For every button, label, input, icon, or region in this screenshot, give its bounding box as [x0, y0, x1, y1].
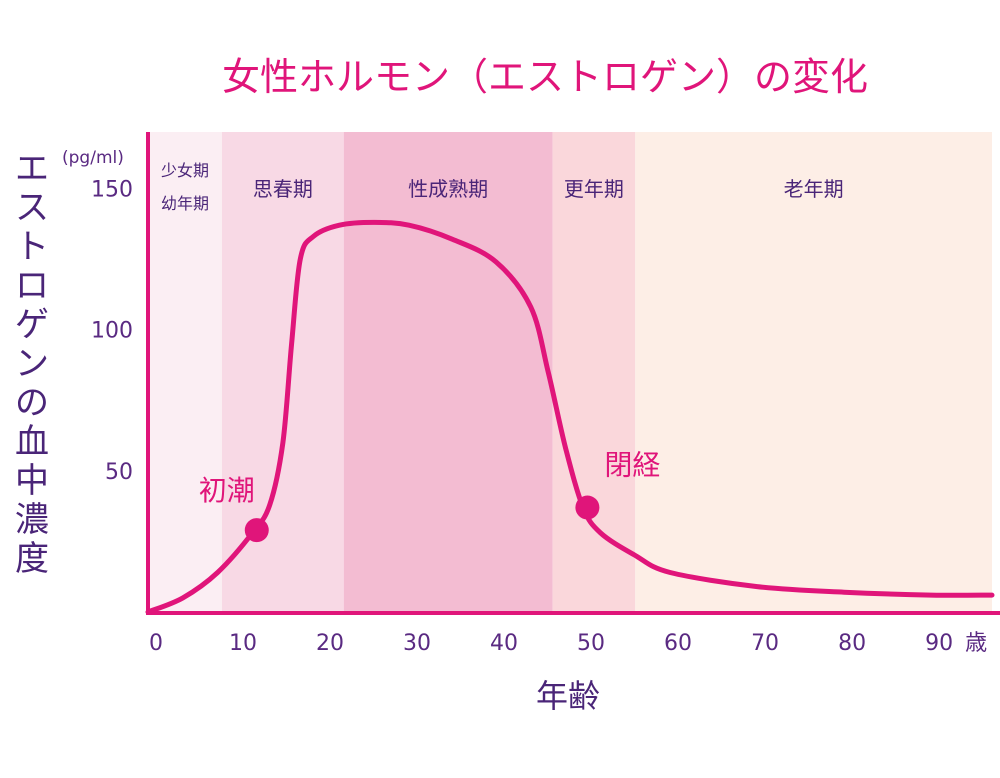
event-label-1: 閉経: [604, 449, 660, 482]
phase-label-0-0: 少女期: [161, 161, 209, 180]
x-tick-label-0: 0: [149, 631, 163, 656]
phase-label-1: 思春期: [253, 177, 313, 201]
phase-label-4: 老年期: [784, 177, 844, 201]
x-axis-unit: 歳: [965, 631, 987, 656]
x-tick-label-9: 90: [925, 631, 953, 656]
phase-label-2: 性成熟期: [408, 177, 488, 201]
x-tick-label-8: 80: [838, 631, 866, 656]
y-tick-label-0: 50: [105, 460, 133, 485]
series-layer: [145, 219, 995, 615]
series-line-0: [145, 219, 995, 615]
x-tick-label-7: 70: [751, 631, 779, 656]
y-tick-label-2: 150: [91, 177, 133, 202]
x-tick-label-6: 60: [664, 631, 692, 656]
chart-title: 女性ホルモン（エストロゲン）の変化: [222, 55, 868, 99]
phase-band-3: [552, 132, 636, 612]
event-label-0: 初潮: [199, 474, 255, 507]
y-axis-unit: (pg/ml): [62, 148, 124, 168]
x-tick-label-2: 20: [316, 631, 344, 656]
event-marker-1: [575, 495, 600, 520]
x-axis-label: 年齢: [536, 677, 600, 715]
x-tick-label-3: 30: [403, 631, 431, 656]
phase-band-0: [148, 132, 222, 612]
y-axis-label: エストロゲンの血中濃度: [15, 149, 49, 579]
phase-label-0-1: 幼年期: [161, 194, 209, 213]
event-markers: 初潮 閉経: [199, 449, 660, 543]
phase-label-3: 更年期: [564, 177, 624, 201]
x-tick-label-4: 40: [490, 631, 518, 656]
y-tick-label-1: 100: [91, 319, 133, 344]
axes: 0 10 20 30 40 50 60 70 80 90 歳 50 100 150: [91, 132, 1000, 656]
phase-band-4: [635, 132, 992, 612]
axis-labels: (pg/ml) 年齢 エストロゲンの血中濃度: [15, 148, 600, 715]
phase-band-2: [343, 132, 553, 612]
x-tick-label-5: 50: [577, 631, 605, 656]
x-tick-label-1: 10: [229, 631, 257, 656]
event-marker-0: [244, 518, 269, 543]
phase-band-1: [221, 132, 344, 612]
